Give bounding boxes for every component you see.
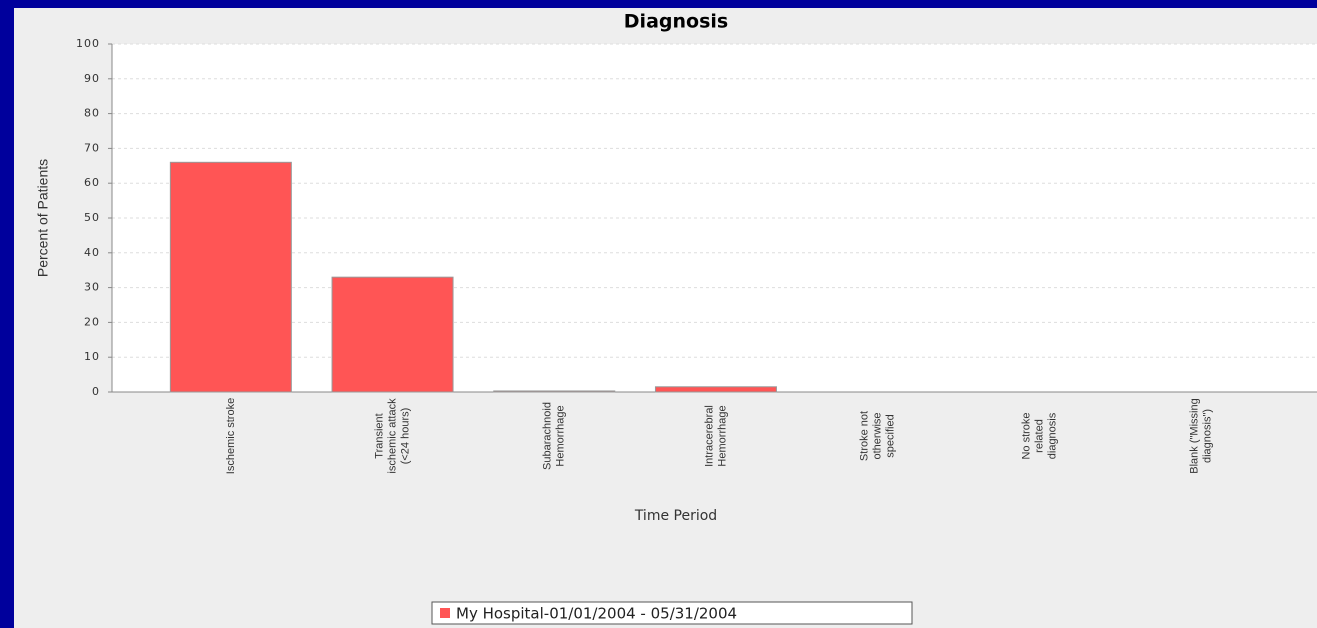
x-tick-label: (<24 hours): [399, 408, 411, 465]
y-tick-label: 70: [84, 141, 100, 154]
y-axis-label: Percent of Patients: [35, 159, 51, 277]
legend-box: [431, 601, 913, 625]
y-tick-label: 60: [84, 176, 100, 189]
x-tick-label: Transient: [373, 413, 385, 458]
y-tick-label: 0: [92, 385, 100, 398]
x-tick-label: Blank ("Missing: [1188, 398, 1200, 473]
x-axis-label: Time Period: [634, 508, 717, 524]
x-tick-label: Ischemic stroke: [225, 398, 237, 474]
x-tick-label: No stroke: [1020, 412, 1032, 459]
y-tick-label: 40: [84, 246, 100, 259]
x-tick-label: related: [1033, 419, 1045, 453]
x-tick-label: otherwise: [872, 412, 884, 459]
x-tick-label: ischemic attack: [386, 398, 398, 474]
x-tick-label: Intracerebral: [703, 405, 715, 467]
legend-label: My Hospital-01/01/2004 - 05/31/2004: [456, 605, 737, 623]
x-tick-label: Stroke not: [859, 411, 871, 461]
x-tick-label: specified: [885, 414, 897, 457]
x-tick-label: Subarachnoid: [542, 402, 554, 470]
x-tick-label: diagnosis"): [1201, 409, 1213, 463]
x-tick-label: diagnosis: [1046, 412, 1058, 459]
bar: [331, 276, 454, 393]
x-tick-label: Hemorrhage: [716, 405, 728, 466]
legend-swatch: [440, 608, 450, 618]
y-tick-label: 20: [84, 315, 100, 328]
bar: [654, 386, 777, 393]
y-tick-label: 100: [76, 37, 100, 50]
bar: [493, 390, 616, 393]
bar: [169, 161, 292, 393]
y-tick-label: 10: [84, 350, 100, 363]
chart-title: Diagnosis: [624, 11, 728, 33]
y-tick-label: 90: [84, 72, 100, 85]
x-tick-label: Hemorrhage: [555, 405, 567, 466]
y-tick-label: 50: [84, 211, 100, 224]
y-tick-label: 30: [84, 281, 100, 294]
y-tick-label: 80: [84, 107, 100, 120]
